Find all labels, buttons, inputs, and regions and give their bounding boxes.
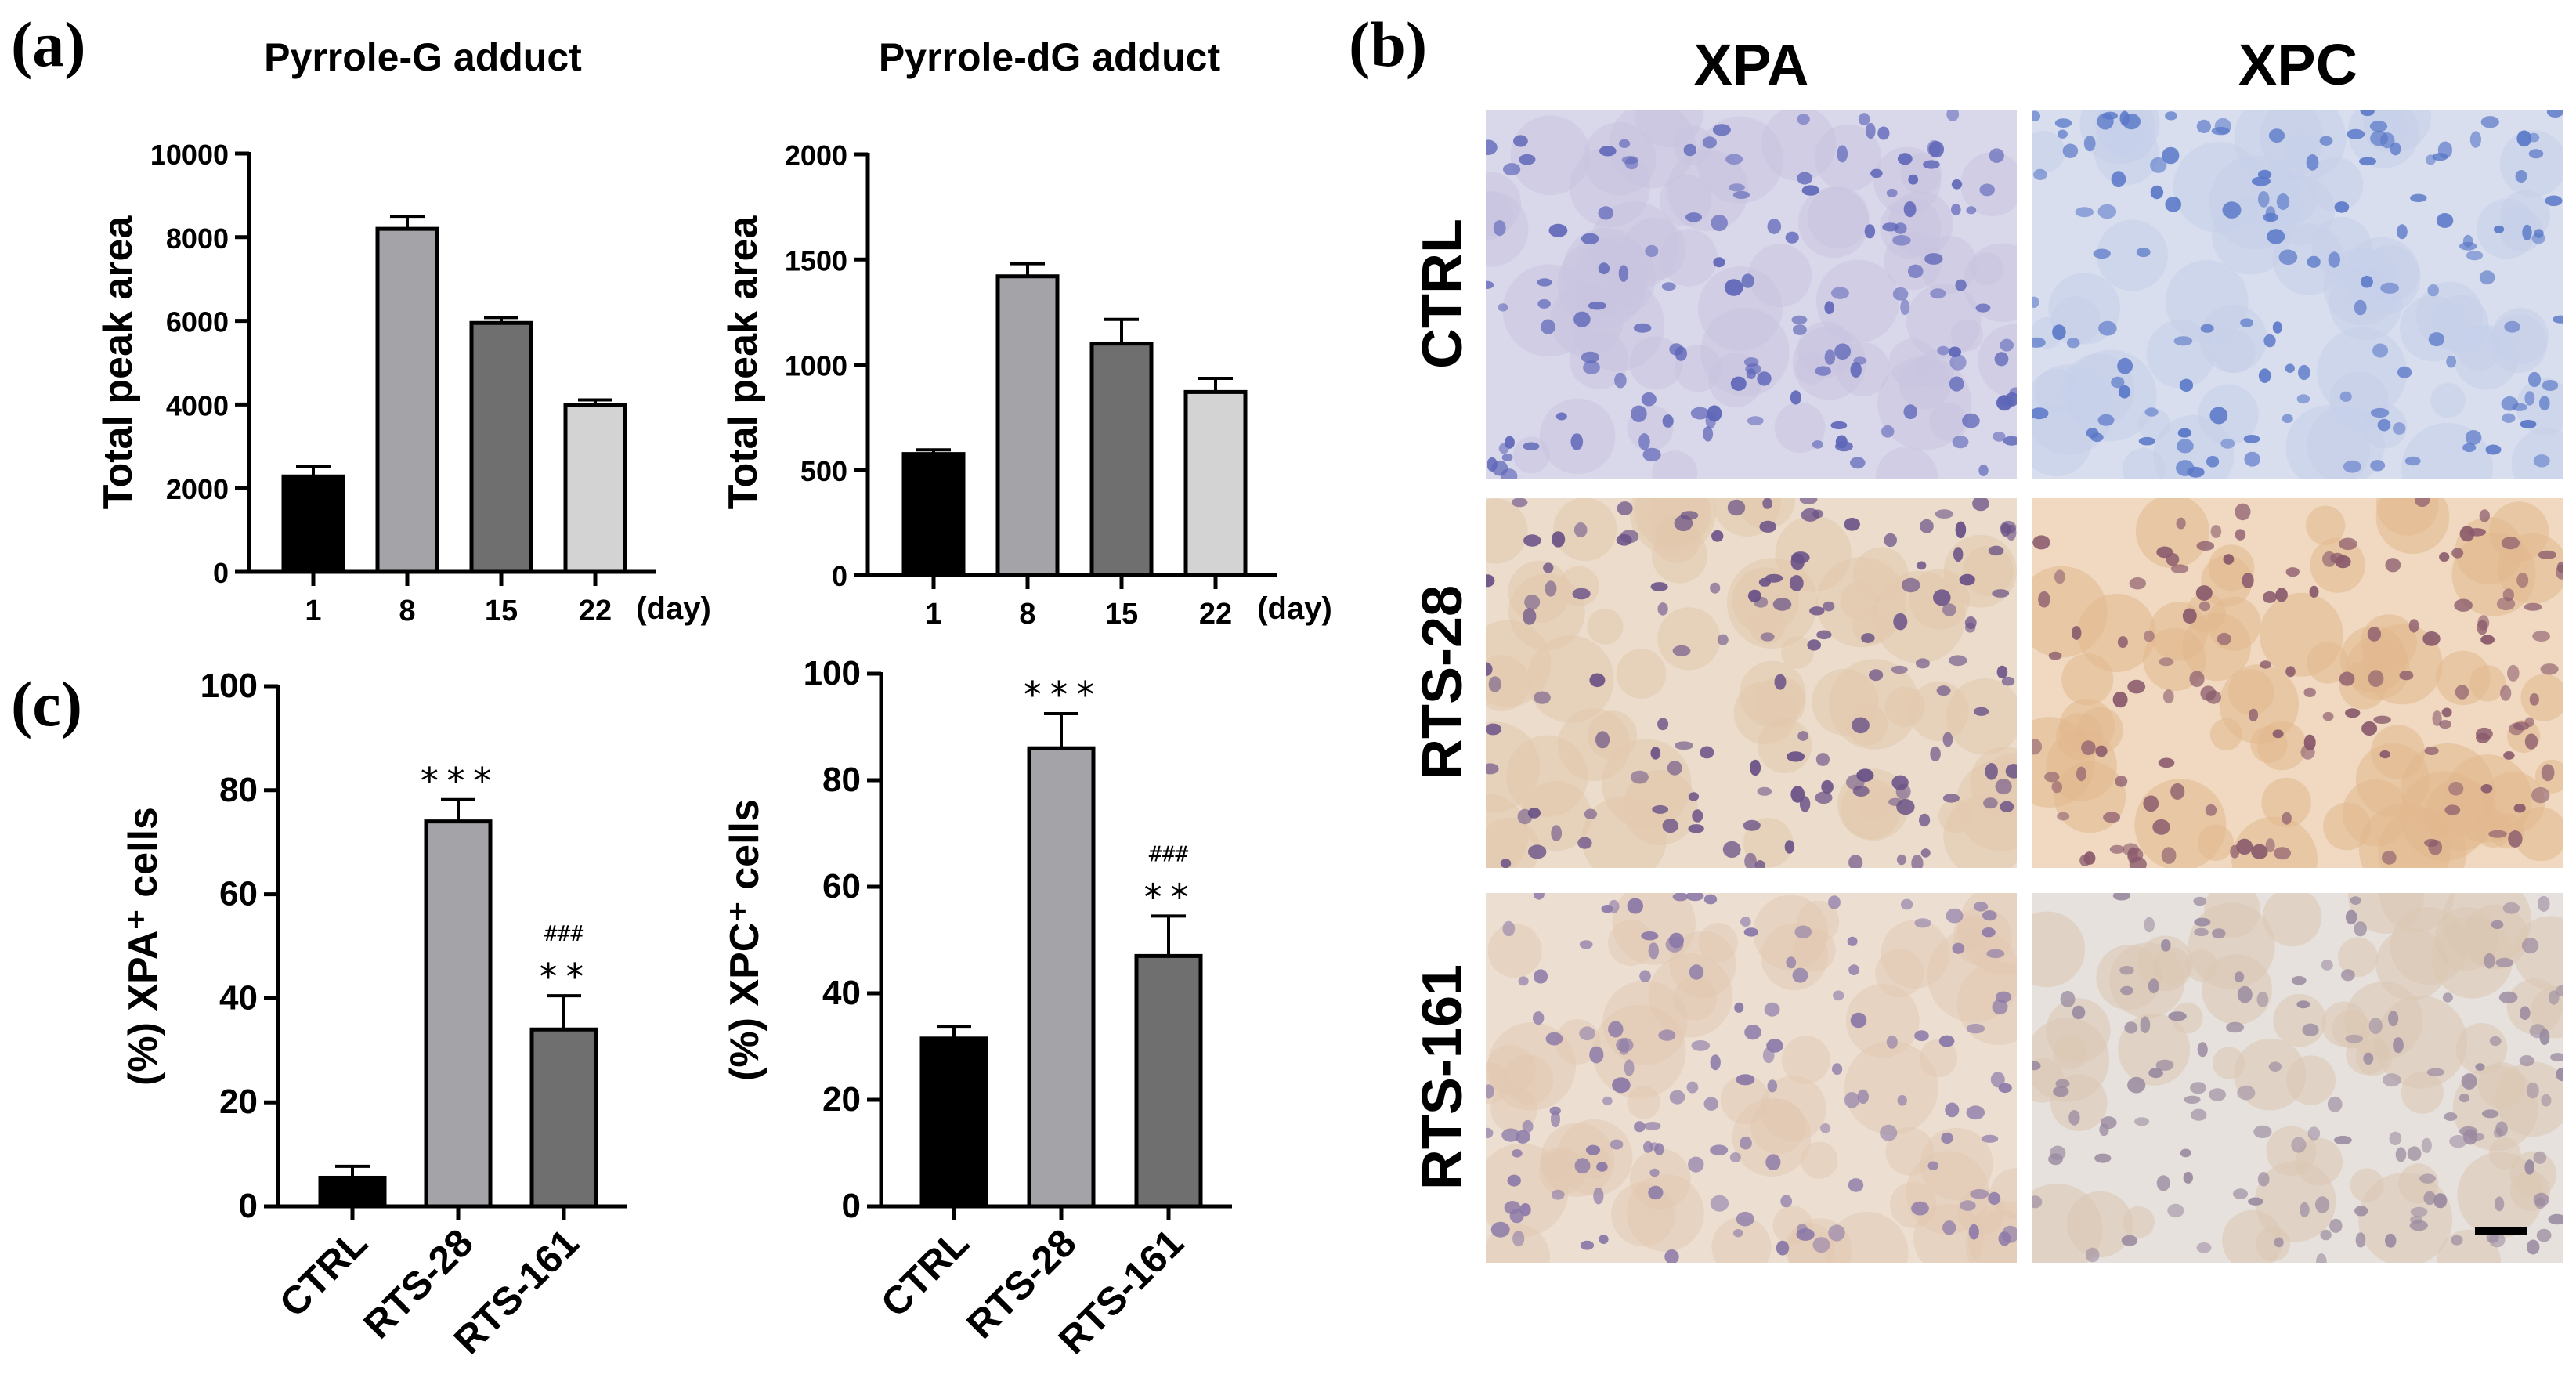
column-header-xpc: XPC — [2238, 32, 2358, 97]
x-tick-label: 8 — [1019, 598, 1035, 631]
bar-ctrl — [318, 1175, 387, 1209]
y-tick-label: 0 — [239, 1187, 258, 1225]
hash-marker: ### — [544, 920, 584, 946]
y-tick-label: 2000 — [166, 473, 229, 505]
y-tick-label: 100 — [201, 667, 258, 705]
x-tick-label: CTRL — [873, 1220, 977, 1325]
y-axis-label: (%) XPA⁺ cells — [121, 807, 166, 1086]
y-tick-label: 500 — [800, 455, 847, 487]
column-header-xpa: XPA — [1693, 32, 1809, 97]
y-tick-label: 80 — [822, 761, 861, 799]
asterisk-marker: *** — [418, 760, 497, 802]
x-tick-label: 1 — [305, 595, 321, 627]
bar-rts-28 — [424, 819, 493, 1209]
bar-22 — [563, 403, 627, 574]
y-tick-label: 0 — [213, 557, 229, 589]
micrograph-ctrl-xpa — [1486, 110, 2017, 479]
row-header-rts-161: RTS-161 — [1411, 964, 1474, 1191]
bar-22 — [1183, 389, 1248, 577]
y-axis-label: Total peak area — [96, 215, 141, 510]
y-tick-label: 4000 — [166, 389, 229, 421]
row-header-ctrl: CTRL — [1411, 219, 1474, 369]
micrograph-rts-161-xpc — [2032, 893, 2563, 1263]
y-tick-label: 10000 — [150, 139, 229, 171]
y-tick-label: 1000 — [785, 350, 847, 382]
y-tick-label: 1500 — [785, 244, 847, 277]
panel-label-c: (c) — [11, 668, 83, 739]
hash-marker: ### — [1149, 841, 1189, 866]
bar-8 — [375, 226, 439, 574]
bar-ctrl — [919, 1036, 988, 1209]
asterisk-marker: ** — [1142, 876, 1194, 918]
y-axis-label: Total peak area — [721, 215, 766, 510]
row-header-rts-28: RTS-28 — [1411, 584, 1474, 780]
y-tick-label: 2000 — [785, 139, 847, 172]
x-tick-label: CTRL — [271, 1220, 376, 1325]
bar-15 — [469, 320, 533, 574]
micrograph-rts-28-xpc — [2032, 498, 2563, 868]
bar-rts-28 — [1027, 746, 1096, 1209]
y-tick-label: 40 — [219, 978, 258, 1017]
micrograph-rts-161-xpa — [1486, 893, 2017, 1263]
chart-title: Pyrrole-dG adduct — [879, 35, 1221, 79]
x-tick-label: 22 — [579, 595, 612, 627]
x-tick-label: 15 — [1105, 598, 1138, 631]
asterisk-marker: ** — [537, 956, 590, 998]
panel-label-a: (a) — [11, 9, 86, 80]
bar-8 — [995, 274, 1060, 577]
y-tick-label: 0 — [842, 1187, 861, 1225]
y-tick-label: 0 — [832, 560, 847, 592]
panel-label-b: (b) — [1349, 9, 1428, 80]
x-tick-label: 1 — [925, 598, 941, 631]
x-tick-label: 22 — [1199, 598, 1232, 631]
y-tick-label: 80 — [219, 771, 258, 809]
bar-1 — [901, 452, 966, 577]
y-tick-label: 8000 — [166, 222, 229, 255]
y-tick-label: 6000 — [166, 306, 229, 338]
bar-1 — [281, 474, 345, 574]
asterisk-marker: *** — [1021, 674, 1100, 716]
y-tick-label: 40 — [822, 974, 861, 1012]
chart-title: Pyrrole-G adduct — [264, 35, 582, 79]
y-tick-label: 60 — [822, 867, 861, 906]
y-axis-label: (%) XPC⁺ cells — [722, 799, 768, 1081]
y-tick-label: 20 — [822, 1080, 861, 1119]
micrograph-ctrl-xpc — [2032, 110, 2563, 479]
bar-rts-161 — [529, 1027, 598, 1209]
y-tick-label: 60 — [219, 875, 258, 913]
y-tick-label: 20 — [219, 1083, 258, 1121]
bar-rts-161 — [1134, 953, 1203, 1209]
x-tick-label: 15 — [485, 595, 518, 627]
x-axis-label: (day) — [636, 591, 711, 626]
x-tick-label: 8 — [399, 595, 415, 627]
bar-15 — [1089, 342, 1154, 577]
micrograph-rts-28-xpa — [1486, 498, 2017, 868]
x-axis-label: (day) — [1257, 591, 1332, 626]
y-tick-label: 100 — [804, 654, 861, 692]
